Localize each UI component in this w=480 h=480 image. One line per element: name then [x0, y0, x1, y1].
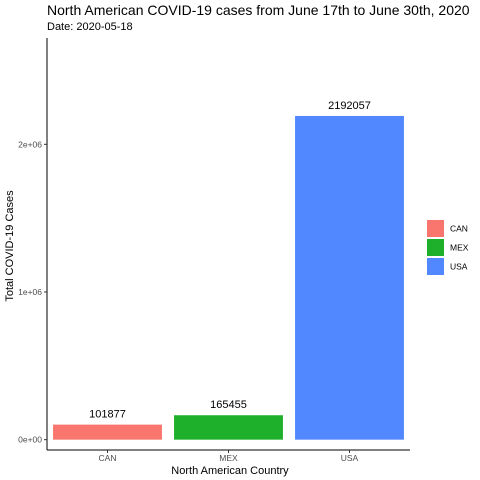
legend-label-mex: MEX — [450, 243, 469, 253]
y-tick-label: 2e+06 — [18, 139, 42, 149]
y-tick-label: 0e+00 — [18, 435, 42, 445]
y-axis-label: Total COVID-19 Cases — [4, 190, 16, 302]
legend-key-can — [427, 220, 444, 237]
data-label-can: 101877 — [89, 409, 126, 421]
chart-title: North American COVID-19 cases from June … — [47, 2, 470, 18]
bar-can — [53, 424, 162, 440]
chart-subtitle: Date: 2020-05-18 — [47, 21, 133, 33]
legend-label-usa: USA — [450, 262, 468, 272]
data-label-mex: 165455 — [210, 399, 247, 411]
axes: 0e+00 1e+06 2e+06 CAN MEX USA — [18, 38, 410, 463]
data-labels: 101877 165455 2192057 — [89, 100, 371, 421]
y-tick-label: 1e+06 — [18, 287, 42, 297]
legend-label-can: CAN — [450, 224, 468, 234]
bar-mex — [174, 415, 283, 440]
legend-key-mex — [427, 239, 444, 256]
legend: CAN MEX USA — [427, 220, 469, 275]
x-axis-label: North American Country — [171, 465, 289, 477]
data-label-usa: 2192057 — [328, 100, 371, 112]
x-tick-label-can: CAN — [99, 453, 117, 463]
legend-key-usa — [427, 258, 444, 275]
bars — [53, 115, 404, 440]
bar-usa — [295, 115, 404, 440]
x-tick-label-mex: MEX — [219, 453, 238, 463]
x-tick-label-usa: USA — [341, 453, 359, 463]
